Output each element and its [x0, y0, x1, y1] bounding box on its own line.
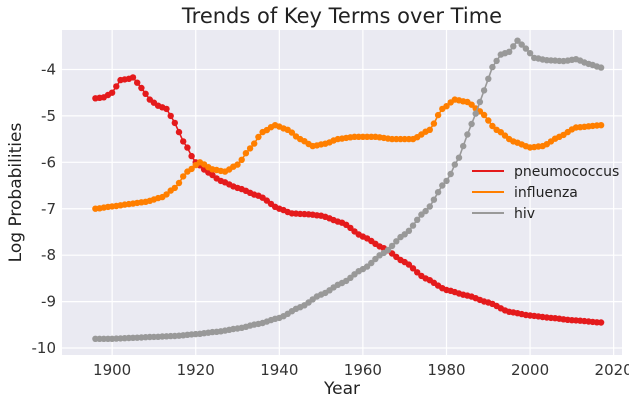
- data-point-influenza: [481, 112, 487, 118]
- x-tick-label: 2000: [511, 361, 549, 379]
- legend-label-hiv: hiv: [514, 206, 535, 222]
- data-point-influenza: [427, 127, 433, 133]
- data-point-pneumococcus: [130, 74, 136, 80]
- data-point-pneumococcus: [598, 319, 604, 325]
- data-point-hiv: [456, 155, 462, 161]
- data-point-hiv: [489, 64, 495, 70]
- data-point-hiv: [464, 131, 470, 137]
- data-point-pneumococcus: [109, 90, 115, 96]
- x-tick-label: 1920: [177, 361, 215, 379]
- data-point-hiv: [510, 43, 516, 49]
- x-tick-label: 2020: [595, 361, 629, 379]
- x-tick-label: 1900: [93, 361, 131, 379]
- data-point-hiv: [448, 171, 454, 177]
- data-point-influenza: [234, 161, 240, 167]
- data-point-hiv: [443, 178, 449, 184]
- y-tick-label: -8: [41, 246, 56, 264]
- data-point-pneumococcus: [138, 85, 144, 91]
- data-point-pneumococcus: [176, 129, 182, 135]
- data-point-hiv: [598, 64, 604, 70]
- data-point-influenza: [598, 122, 604, 128]
- data-point-influenza: [255, 134, 261, 140]
- legend-label-pneumococcus: pneumococcus: [514, 164, 619, 180]
- data-point-hiv: [435, 189, 441, 195]
- data-point-pneumococcus: [168, 113, 174, 119]
- chart-title: Trends of Key Terms over Time: [181, 4, 502, 28]
- x-axis-label: Year: [323, 379, 360, 399]
- data-point-influenza: [251, 140, 257, 146]
- data-point-hiv: [481, 87, 487, 93]
- data-point-influenza: [239, 157, 245, 163]
- data-point-hiv: [493, 58, 499, 64]
- data-point-hiv: [473, 110, 479, 116]
- y-tick-label: -4: [41, 60, 56, 78]
- data-point-hiv: [452, 161, 458, 167]
- data-point-hiv: [506, 49, 512, 55]
- data-point-pneumococcus: [180, 138, 186, 144]
- data-point-pneumococcus: [113, 83, 119, 89]
- data-point-hiv: [410, 222, 416, 228]
- data-point-influenza: [172, 185, 178, 191]
- data-point-pneumococcus: [142, 91, 148, 97]
- y-tick-label: -9: [41, 293, 56, 311]
- data-point-hiv: [477, 99, 483, 105]
- data-point-hiv: [414, 217, 420, 223]
- data-point-influenza: [180, 173, 186, 179]
- y-tick-label: -10: [32, 339, 57, 357]
- data-point-hiv: [460, 143, 466, 149]
- x-tick-label: 1960: [344, 361, 382, 379]
- data-point-pneumococcus: [172, 120, 178, 126]
- data-point-influenza: [243, 150, 249, 156]
- data-point-influenza: [431, 120, 437, 126]
- data-point-hiv: [406, 228, 412, 234]
- data-point-pneumococcus: [163, 106, 169, 112]
- y-tick-label: -7: [41, 200, 56, 218]
- legend-label-influenza: influenza: [514, 185, 578, 201]
- y-axis-label: Log Probabilities: [6, 123, 26, 263]
- data-point-hiv: [485, 76, 491, 82]
- data-point-hiv: [431, 197, 437, 203]
- data-point-influenza: [485, 117, 491, 123]
- data-point-hiv: [468, 121, 474, 127]
- data-point-influenza: [435, 112, 441, 118]
- data-point-hiv: [427, 203, 433, 209]
- data-point-influenza: [176, 180, 182, 186]
- x-tick-label: 1980: [427, 361, 465, 379]
- data-point-pneumococcus: [134, 80, 140, 86]
- x-tick-label: 1940: [260, 361, 298, 379]
- data-point-pneumococcus: [188, 153, 194, 159]
- y-tick-label: -6: [41, 153, 56, 171]
- y-tick-label: -5: [41, 107, 56, 125]
- data-point-pneumococcus: [184, 144, 190, 150]
